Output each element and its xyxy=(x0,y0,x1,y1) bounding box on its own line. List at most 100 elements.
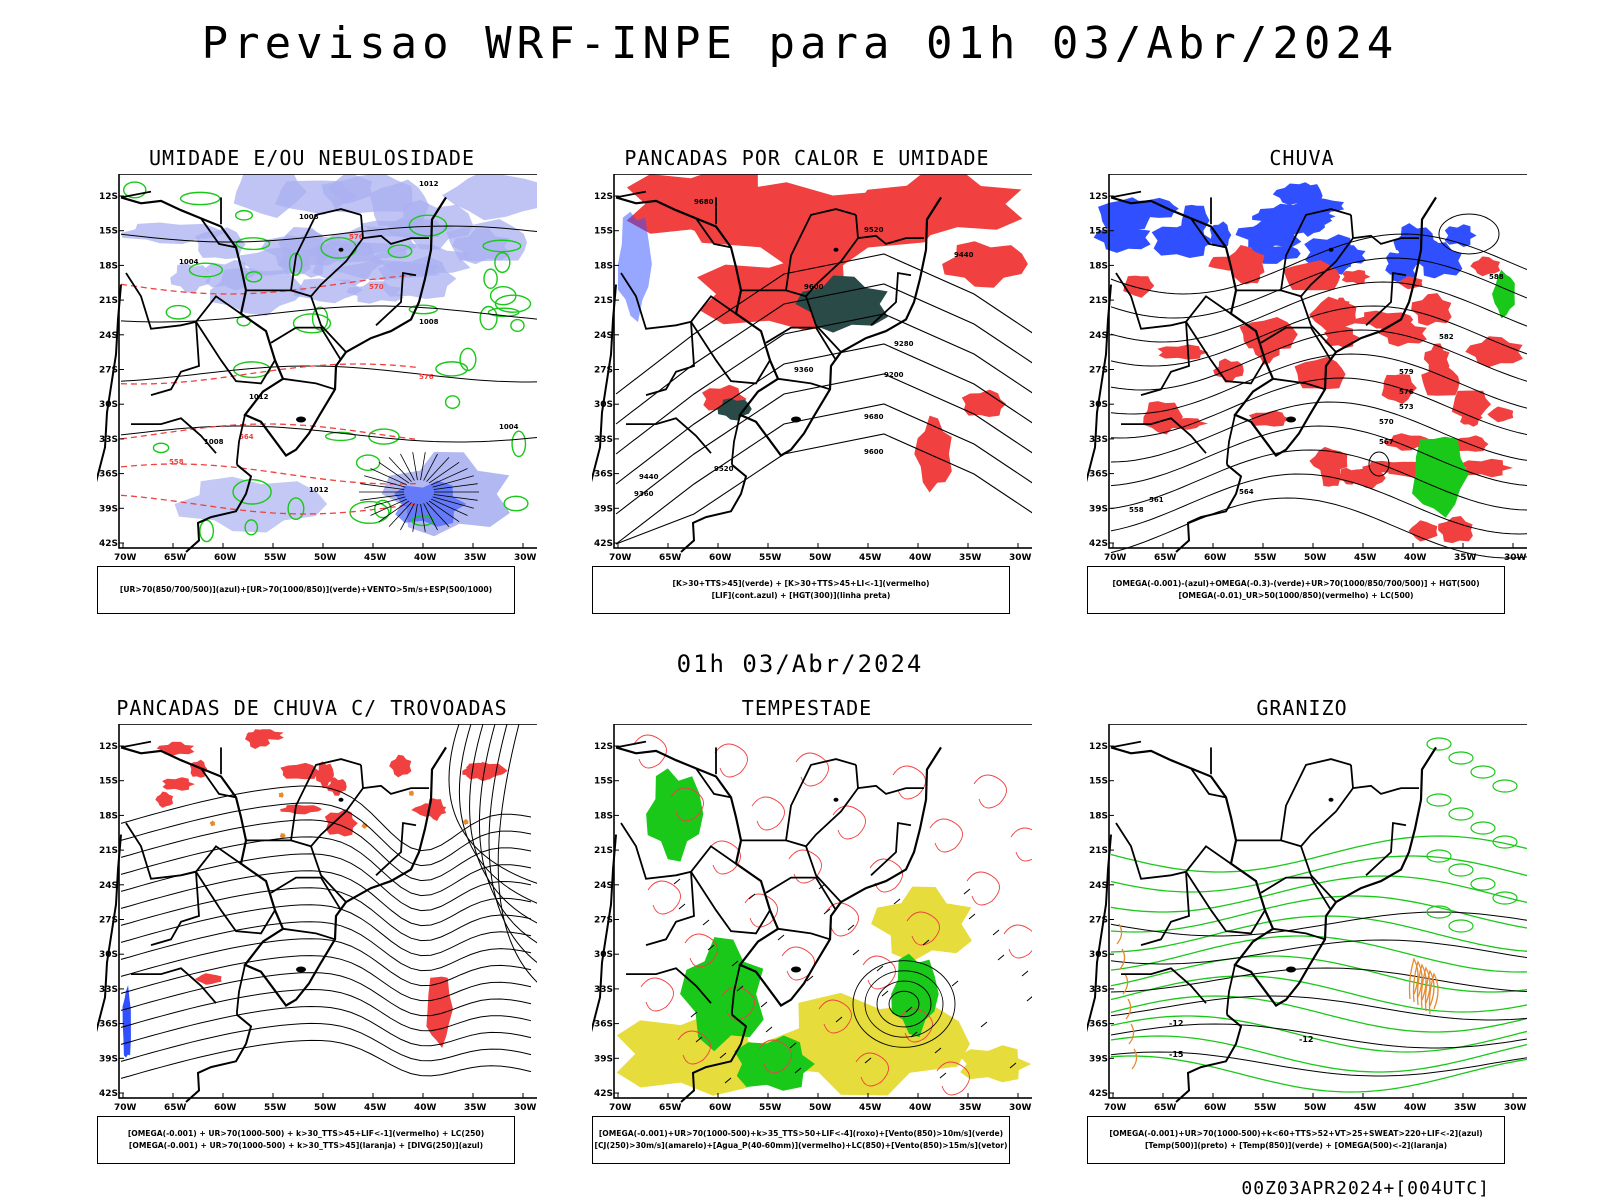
lat-label: 39S xyxy=(99,504,118,514)
state-border xyxy=(360,764,429,795)
streamline-250 xyxy=(497,724,537,983)
panel-trovoadas: PANCADAS DE CHUVA C/ TROVOADAS 12S 15S 18S… xyxy=(77,696,577,1196)
state-border xyxy=(131,967,217,1004)
lon-label: 30W xyxy=(1504,553,1527,563)
main-title: Previsao WRF-INPE para 01h 03/Abr/2024 xyxy=(201,18,1399,69)
wind-streamline xyxy=(430,498,468,516)
state-border xyxy=(195,871,276,935)
rh-contour xyxy=(324,431,357,442)
pressure-isobar xyxy=(120,365,537,383)
wind-streamline xyxy=(388,457,412,482)
lat-label: 39S xyxy=(594,1054,613,1064)
legend-line: [OMEGA(-0.001)+UR>70(1000-500)+k>35_TTS>… xyxy=(598,1129,1004,1139)
temp850-contour xyxy=(1492,835,1518,849)
rh-contour xyxy=(288,252,303,276)
state-border xyxy=(1350,764,1419,795)
storm-area xyxy=(155,791,174,808)
isobar-label: 1008 xyxy=(419,318,439,326)
legend-box: [K>30+TTS>45](verde) + [K>30+TTS>45+LI<-… xyxy=(592,566,1010,614)
lat-label: 30S xyxy=(1089,950,1108,960)
streamline-250 xyxy=(488,724,537,963)
rain-area xyxy=(1353,468,1386,489)
lon-label: 70W xyxy=(1104,553,1127,563)
rh-contour xyxy=(234,209,254,221)
lat-label: 33S xyxy=(99,985,118,995)
hgt500-contour xyxy=(1110,449,1527,511)
temp850-contour xyxy=(1110,895,1527,933)
rh-contour xyxy=(232,479,272,505)
isobar-label: 1004 xyxy=(179,258,199,266)
lon-label: 65W xyxy=(164,1103,187,1113)
hgt500-contour xyxy=(1110,425,1527,487)
wind-vector xyxy=(690,1011,698,1018)
state-border xyxy=(741,237,859,298)
rh-contour xyxy=(165,304,192,320)
instability-area xyxy=(914,415,952,493)
omega500-contour xyxy=(1116,923,1123,945)
state-border xyxy=(270,876,342,911)
hgt-contour xyxy=(615,343,1032,485)
coastline-west xyxy=(592,284,617,483)
hgt-label: 9680 xyxy=(694,198,714,206)
panel-title: GRANIZO xyxy=(1256,696,1348,720)
coastline-south xyxy=(185,1014,253,1103)
state-border xyxy=(310,296,347,353)
hgt-label: 9280 xyxy=(894,340,914,348)
temp850-contour xyxy=(1110,855,1527,893)
lat-label: 18S xyxy=(99,261,118,271)
lake-patos xyxy=(296,416,306,423)
state-border xyxy=(200,217,237,249)
rain-area xyxy=(1438,516,1473,544)
rain-area xyxy=(1470,256,1501,277)
storm-area xyxy=(389,754,412,778)
streamline-250 xyxy=(120,1039,532,1079)
rh-contour xyxy=(188,193,211,204)
mid-title: 01h 03/Abr/2024 xyxy=(676,650,924,678)
rain-area xyxy=(1157,344,1209,360)
streamline-250 xyxy=(120,853,532,912)
omega500-contour xyxy=(1420,966,1431,1009)
rh-contour xyxy=(435,361,469,377)
lc850-circulation xyxy=(864,970,944,1038)
coastline xyxy=(120,196,447,457)
rh-contour xyxy=(479,305,498,331)
lon-label: 65W xyxy=(1154,1103,1177,1113)
coastline-south xyxy=(185,464,253,553)
legend-box: [OMEGA(-0.001)+UR>70(1000-500)+k<60+TTS>… xyxy=(1087,1116,1505,1164)
wind-vector xyxy=(806,975,814,982)
streamline-250 xyxy=(120,1022,532,1062)
wind-streamline xyxy=(412,452,418,481)
lon-label: 35W xyxy=(1454,1103,1477,1113)
hgt500-label: 558 xyxy=(1129,506,1144,514)
state-border xyxy=(645,871,695,946)
wind-vector xyxy=(789,1042,797,1049)
rh-contour xyxy=(245,271,263,283)
lat-label: 12S xyxy=(594,192,613,202)
rain-area xyxy=(1421,365,1460,396)
omega-area xyxy=(1093,222,1151,253)
omega-area xyxy=(1272,183,1315,206)
streamline-250 xyxy=(120,836,532,897)
streamline-250 xyxy=(120,819,532,882)
lat-label: 27S xyxy=(594,366,613,376)
rain-area xyxy=(1341,269,1371,285)
state-border xyxy=(282,377,336,391)
wind-vector xyxy=(922,939,930,946)
map-trovoadas: 12S 15S 18S 21S 24S 27S 30S 33S 36S 39S 42S 70W 65W 6… xyxy=(97,724,537,1113)
wind-vector xyxy=(1009,1062,1017,1069)
map-frame xyxy=(613,724,1032,1099)
lat-label: 36S xyxy=(594,1020,613,1030)
state-border xyxy=(1365,271,1407,326)
state-border xyxy=(615,190,647,199)
rain-area xyxy=(1208,256,1244,271)
wind-vector xyxy=(847,924,855,931)
state-border xyxy=(120,190,152,199)
legend-box: [OMEGA(-0.001)+UR>70(1000-500)+k>35_TTS>… xyxy=(592,1116,1010,1164)
state-border xyxy=(125,272,242,330)
state-border xyxy=(290,758,362,841)
wind-streamline xyxy=(430,468,468,486)
lat-label: 21S xyxy=(1089,296,1108,306)
coastline xyxy=(615,746,942,1007)
instability-area xyxy=(942,241,1028,288)
storm-area xyxy=(280,762,320,780)
